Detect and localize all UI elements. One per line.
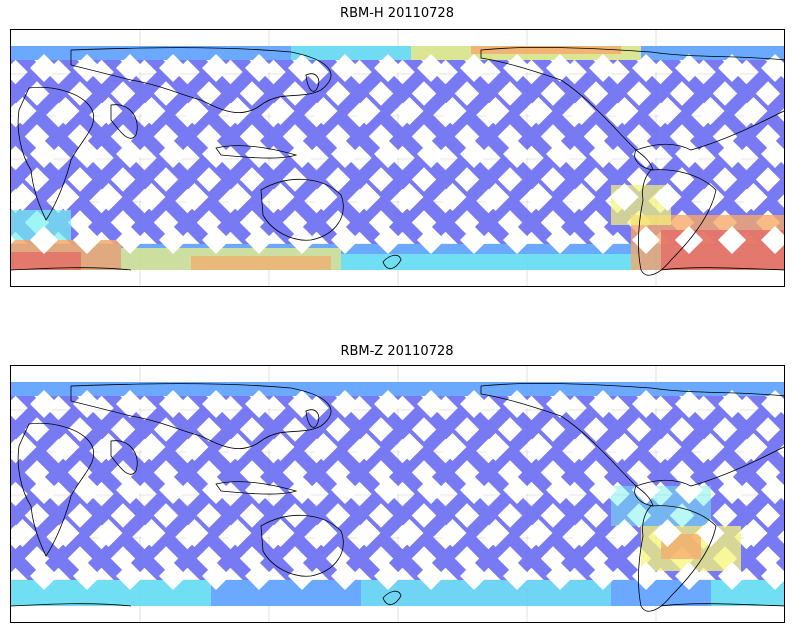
panel-title: RBM-Z 20110728	[340, 344, 454, 359]
coverage-gaps	[11, 54, 784, 254]
map-canvas	[11, 30, 784, 286]
map-plot-rbm-z	[10, 365, 785, 623]
panel-title: RBM-H 20110728	[340, 6, 454, 21]
map-canvas	[11, 366, 784, 622]
coastlines	[11, 46, 784, 276]
map-plot-rbm-h	[10, 29, 785, 287]
coastlines	[11, 382, 784, 612]
coverage-gaps	[11, 390, 784, 590]
